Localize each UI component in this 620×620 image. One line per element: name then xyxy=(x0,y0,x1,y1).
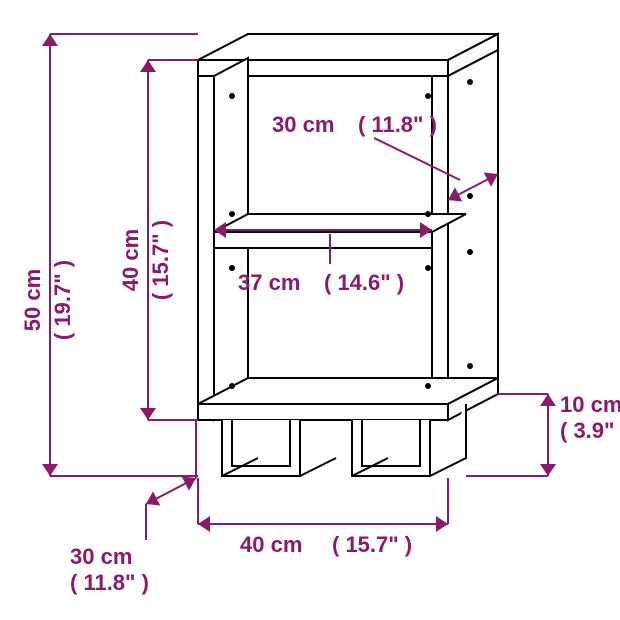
total-height-in: ( 19.7" ) xyxy=(50,260,75,340)
depth-bottom-in: ( 11.8" ) xyxy=(70,570,149,595)
dimension-diagram: 50 cm ( 19.7" ) 40 cm ( 15.7" ) 30 cm ( … xyxy=(0,0,620,620)
total-height-cm: 50 cm xyxy=(20,269,45,331)
dim-depth-bottom: 30 cm ( 11.8" ) xyxy=(70,420,196,595)
dim-leg-height: 10 cm ( 3.9" ) xyxy=(466,392,620,476)
width-in: ( 15.7" ) xyxy=(332,532,412,557)
width-cm: 40 cm xyxy=(240,532,302,557)
depth-top-cm: 30 cm xyxy=(272,112,334,137)
depth-bottom-cm: 30 cm xyxy=(70,544,132,569)
cabinet-height-cm: 40 cm xyxy=(118,229,143,291)
dim-cabinet-height: 40 cm ( 15.7" ) xyxy=(118,60,198,420)
furniture-cabinet xyxy=(198,34,498,476)
inner-width-cm: 37 cm xyxy=(238,270,300,295)
leg-height-in: ( 3.9" ) xyxy=(560,418,620,443)
dim-width: 40 cm ( 15.7" ) xyxy=(198,478,448,557)
leg-height-cm: 10 cm xyxy=(560,392,620,417)
cabinet-height-in: ( 15.7" ) xyxy=(148,220,173,300)
inner-width-in: ( 14.6" ) xyxy=(324,270,404,295)
depth-top-in: ( 11.8" ) xyxy=(358,112,437,137)
